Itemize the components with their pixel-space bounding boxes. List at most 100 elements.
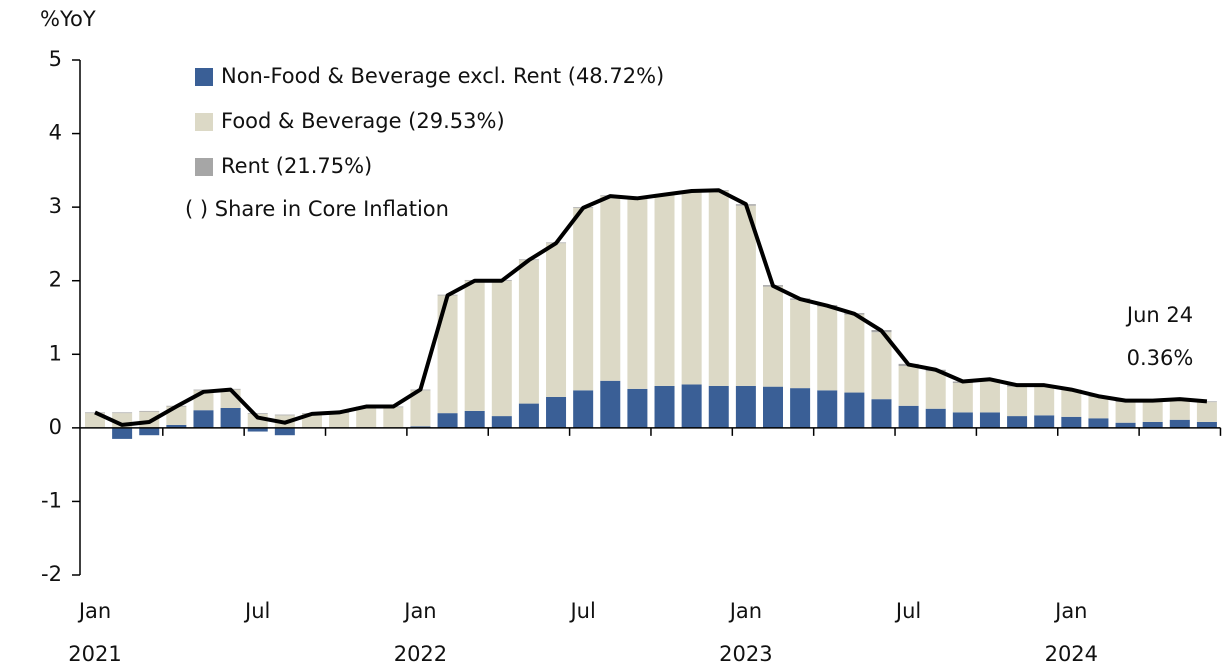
legend-label: Non-Food & Beverage excl. Rent (48.72%) <box>221 64 664 88</box>
bar <box>627 199 648 389</box>
bar <box>600 196 621 381</box>
y-tick-label: 5 <box>49 47 62 71</box>
bar <box>817 390 838 428</box>
bar <box>193 410 214 428</box>
bar <box>546 396 567 428</box>
bar <box>898 405 919 428</box>
x-year-label: 2023 <box>719 642 772 666</box>
bar <box>166 424 187 428</box>
y-axis-label: %YoY <box>40 7 96 31</box>
legend-label: Food & Beverage (29.53%) <box>221 109 505 133</box>
x-tick-label: Jan <box>77 599 111 623</box>
x-tick-label: Jan <box>402 599 436 623</box>
bar <box>654 385 675 428</box>
annotation: Jun 24 <box>1125 303 1193 327</box>
bar <box>1061 416 1082 428</box>
bar <box>979 380 1000 413</box>
bar <box>491 416 512 428</box>
y-tick-label: 0 <box>49 415 62 439</box>
bar <box>1088 396 1109 419</box>
legend-note: ( ) Share in Core Inflation <box>185 197 449 221</box>
bar <box>518 403 539 428</box>
bar <box>871 332 892 400</box>
bar <box>464 410 485 428</box>
bar <box>356 407 377 428</box>
bar <box>817 306 838 391</box>
bar <box>247 427 268 432</box>
bar <box>139 427 160 436</box>
bar <box>383 407 404 428</box>
legend-swatch <box>195 113 213 131</box>
bar <box>573 207 594 391</box>
bar <box>844 392 865 428</box>
bar <box>518 260 539 404</box>
bar <box>681 191 702 385</box>
bar <box>247 413 268 414</box>
bar <box>1196 401 1217 403</box>
legend-label: Rent (21.75%) <box>221 154 372 178</box>
bar <box>627 388 648 428</box>
y-tick-label: 3 <box>49 194 62 218</box>
bar <box>952 412 973 428</box>
bar <box>871 399 892 428</box>
bar <box>735 205 756 386</box>
bar <box>1088 418 1109 428</box>
bar <box>410 390 431 427</box>
bar <box>329 413 350 428</box>
y-tick-label: 1 <box>49 341 62 365</box>
bar <box>546 243 567 397</box>
bar <box>790 388 811 428</box>
bar <box>1115 402 1136 423</box>
x-year-label: 2022 <box>394 642 447 666</box>
bar <box>952 382 973 413</box>
bar <box>112 427 133 439</box>
bar <box>979 412 1000 428</box>
bar <box>573 390 594 428</box>
bar <box>898 366 919 406</box>
bar <box>763 386 783 428</box>
legend-swatch <box>195 158 213 176</box>
bar <box>1115 422 1136 428</box>
bar <box>112 412 133 414</box>
y-tick-label: 4 <box>49 121 62 145</box>
bar <box>1007 386 1028 417</box>
bar <box>1142 402 1163 422</box>
y-tick-label: -2 <box>41 562 62 586</box>
annotation: 0.36% <box>1127 346 1194 370</box>
x-tick-label: Jan <box>728 599 762 623</box>
x-year-label: 2024 <box>1045 642 1098 666</box>
bar <box>1007 416 1028 428</box>
bar <box>220 407 241 428</box>
bar <box>139 410 160 412</box>
x-year-label: 2021 <box>68 642 121 666</box>
x-tick-label: Jan <box>1053 599 1087 623</box>
bar <box>1034 386 1055 416</box>
bar <box>274 427 295 436</box>
bar <box>925 408 946 428</box>
bar <box>464 280 485 411</box>
bar <box>844 314 865 393</box>
y-tick-label: -1 <box>41 488 62 512</box>
bar <box>274 414 295 416</box>
bar <box>1196 421 1217 428</box>
bar <box>1169 400 1190 420</box>
y-tick-label: 2 <box>49 268 62 292</box>
x-tick-label: Jul <box>568 599 595 623</box>
x-tick-label: Jul <box>894 599 921 623</box>
bar <box>1142 421 1163 428</box>
bar <box>735 385 756 428</box>
legend-swatch <box>195 68 213 86</box>
bar <box>1169 419 1190 428</box>
bar <box>790 299 811 389</box>
bar <box>600 380 621 428</box>
bar <box>925 371 946 409</box>
bar <box>708 190 729 386</box>
bar <box>681 384 702 428</box>
bar <box>1034 415 1055 428</box>
bar <box>437 413 458 428</box>
bar <box>491 280 512 417</box>
bar <box>437 295 458 414</box>
line <box>94 188 1208 427</box>
x-tick-label: Jul <box>243 599 270 623</box>
